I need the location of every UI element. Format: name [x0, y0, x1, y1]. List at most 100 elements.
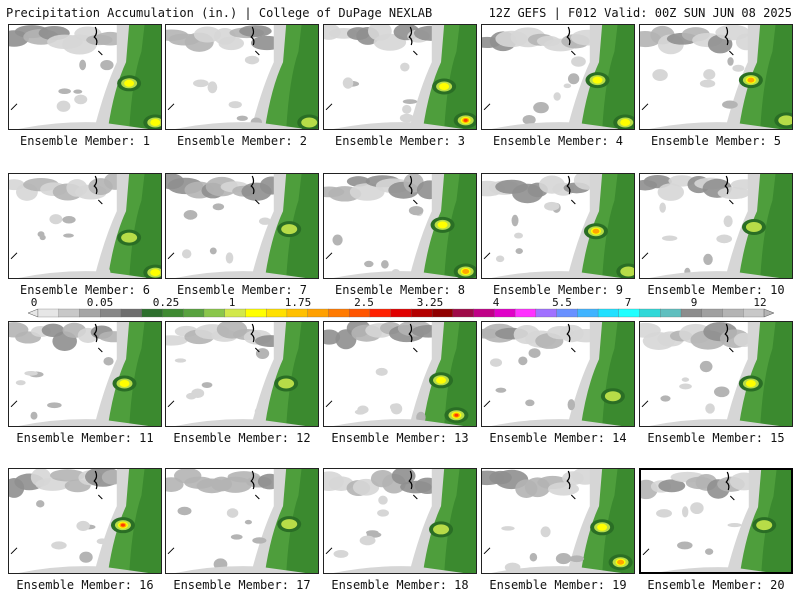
- precip-map: [482, 322, 634, 426]
- ensemble-map-panel: [8, 321, 162, 427]
- ensemble-member-label: Ensemble Member: 9: [492, 283, 624, 297]
- light-precip-band: [640, 25, 757, 55]
- colorbar-swatch: [514, 308, 537, 318]
- colorbar-swatch: [639, 308, 661, 318]
- colorbar-swatch: [203, 308, 226, 318]
- colorbar-swatch: [369, 308, 392, 318]
- colorbar-swatch: [100, 308, 122, 318]
- colorbar-swatch: [307, 308, 329, 318]
- precip-map: [641, 470, 791, 572]
- precip-map: [324, 322, 476, 426]
- header-title-left: Precipitation Accumulation (in.) | Colle…: [6, 6, 433, 20]
- light-precip-band: [482, 27, 607, 52]
- ensemble-member-label: Ensemble Member: 14: [489, 431, 627, 445]
- ensemble-member-label: Ensemble Member: 16: [16, 578, 154, 592]
- light-precip-band: [640, 174, 760, 201]
- ensemble-member-label: Ensemble Member: 11: [16, 431, 154, 445]
- ensemble-map-panel: [639, 321, 793, 427]
- light-precip-band: [324, 25, 448, 51]
- precip-map: [324, 25, 476, 129]
- precip-map: [482, 469, 634, 573]
- colorbar-tick-label: 9: [691, 296, 698, 309]
- colorbar-swatch: [120, 308, 143, 318]
- green-precip-region: [251, 25, 318, 129]
- light-precip-band: [324, 469, 441, 496]
- ensemble-member-label: Ensemble Member: 15: [647, 431, 785, 445]
- colorbar-swatch: [535, 308, 558, 318]
- ensemble-map-panel: [165, 173, 319, 279]
- colorbar-swatch: [722, 308, 744, 318]
- colorbar-swatch: [577, 308, 599, 318]
- colorbar-tick-label: 12: [753, 296, 766, 309]
- colorbar-swatch: [266, 308, 288, 318]
- ensemble-map-panel: [639, 24, 793, 130]
- light-precip-band: [640, 322, 755, 350]
- light-precip-band: [482, 323, 604, 349]
- ensemble-map-panel: [481, 468, 635, 574]
- ensemble-map-panel: [8, 468, 162, 574]
- precip-map: [9, 469, 161, 573]
- colorbar-swatch: [556, 308, 578, 318]
- light-precip-band: [9, 174, 127, 201]
- light-precip-band: [324, 322, 446, 350]
- precip-map: [482, 174, 634, 278]
- ensemble-member-label: Ensemble Member: 7: [176, 283, 308, 297]
- colorbar-swatch: [79, 308, 101, 318]
- ensemble-member-label: Ensemble Member: 8: [334, 283, 466, 297]
- light-precip-band: [166, 174, 284, 201]
- precip-map: [9, 25, 161, 129]
- colorbar-tick-label: 2.5: [354, 296, 374, 309]
- ensemble-member-label: Ensemble Member: 13: [331, 431, 469, 445]
- precip-map: [9, 174, 161, 278]
- ensemble-map-panel: [323, 24, 477, 130]
- light-precip-band: [166, 25, 284, 52]
- colorbar-swatch: [411, 308, 433, 318]
- light-precip-band: [166, 322, 287, 347]
- precip-map: [166, 469, 318, 573]
- colorbar-tick-label: 0: [31, 296, 38, 309]
- green-precip-region: [94, 174, 161, 278]
- light-precip-band: [9, 469, 124, 498]
- ensemble-member-label: Ensemble Member: 19: [489, 578, 627, 592]
- ensemble-member-label: Ensemble Member: 4: [492, 134, 624, 148]
- colorbar-tick-label: 0.25: [153, 296, 180, 309]
- ensemble-map-panel: [481, 24, 635, 130]
- colorbar-swatch: [183, 308, 205, 318]
- colorbar-swatch: [390, 308, 412, 318]
- colorbar-swatch: [328, 308, 350, 318]
- colorbar-swatch: [162, 308, 184, 318]
- ensemble-map-panel: [323, 173, 477, 279]
- ensemble-member-label: Ensemble Member: 12: [173, 431, 311, 445]
- ensemble-member-label: Ensemble Member: 5: [650, 134, 782, 148]
- light-precip-band: [324, 174, 443, 202]
- light-precip-band: [482, 469, 599, 498]
- colorbar-legend: 0 0.05 0.25 1 1.75 2.5 3.25 4 5.5 7 9 12: [27, 296, 775, 318]
- light-precip-band: [641, 471, 759, 500]
- colorbar-tick-label: 4: [493, 296, 500, 309]
- ensemble-member-label: Ensemble Member: 20: [647, 578, 785, 592]
- colorbar-swatch: [680, 308, 703, 318]
- ensemble-member-label: Ensemble Member: 2: [176, 134, 308, 148]
- colorbar-tick-label: 5.5: [552, 296, 572, 309]
- green-precip-region: [251, 322, 318, 426]
- colorbar-swatch: [473, 308, 495, 318]
- colorbar-swatch: [494, 308, 516, 318]
- green-precip-region: [409, 25, 476, 129]
- colorbar-swatch: [245, 308, 267, 318]
- colorbar-swatch: [660, 308, 682, 318]
- precip-map: [9, 322, 161, 426]
- colorbar-swatch: [58, 308, 80, 318]
- precip-map: [324, 174, 476, 278]
- ensemble-member-label: Ensemble Member: 3: [334, 134, 466, 148]
- colorbar-swatch: [286, 308, 309, 318]
- ensemble-map-panel: [639, 468, 793, 574]
- precip-map: [640, 322, 792, 426]
- ensemble-map-panel: [165, 24, 319, 130]
- ensemble-map-panel: [639, 173, 793, 279]
- colorbar-swatch: [452, 308, 475, 318]
- precip-map: [640, 174, 792, 278]
- ensemble-member-label: Ensemble Member: 17: [173, 578, 311, 592]
- ensemble-map-panel: [165, 468, 319, 574]
- precip-map: [482, 25, 634, 129]
- ensemble-member-label: Ensemble Member: 18: [331, 578, 469, 592]
